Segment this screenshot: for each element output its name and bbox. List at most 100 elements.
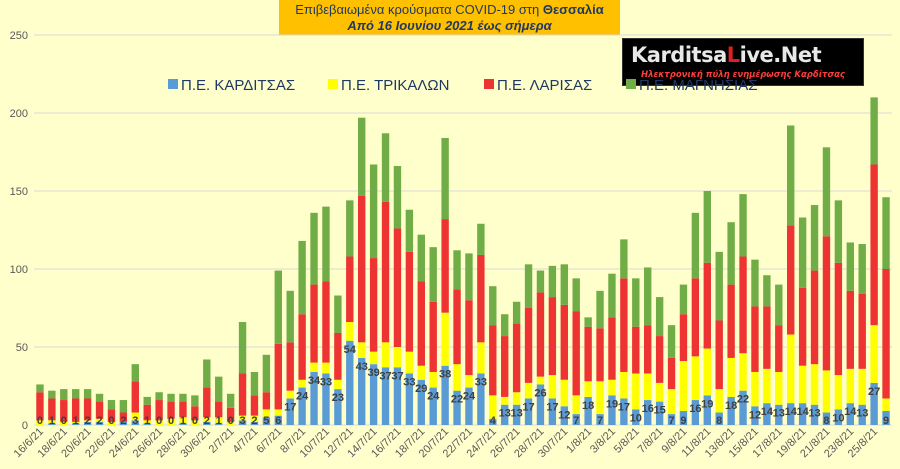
bar-segment <box>179 401 187 418</box>
bar-segment <box>48 390 56 399</box>
bar-segment <box>477 223 485 255</box>
logo-wordmark: KarditsaLive.Net <box>631 43 822 67</box>
bar-segment <box>465 253 473 301</box>
bar-segment <box>143 396 151 405</box>
bar-segment <box>226 421 235 425</box>
bar-segment <box>346 200 354 257</box>
bar-segment <box>632 326 640 374</box>
bar-segment <box>405 351 414 374</box>
bar-segment <box>95 421 104 425</box>
bar-segment <box>369 364 378 425</box>
bar-segment <box>512 392 521 405</box>
bar-segment <box>608 379 616 396</box>
bar-segment <box>524 382 533 399</box>
bar-segment <box>608 317 616 380</box>
bar-segment <box>822 412 831 425</box>
bar-segment <box>274 270 282 344</box>
data-label: 13 <box>808 408 820 420</box>
bar-segment <box>810 364 819 405</box>
data-label: 54 <box>344 344 357 356</box>
bar-segment <box>572 278 580 312</box>
bar-segment <box>751 406 759 425</box>
bar-segment <box>715 251 723 321</box>
bar-segment <box>298 379 306 388</box>
bar-segment <box>310 284 318 363</box>
data-label: 19 <box>606 398 618 410</box>
bar-segment <box>715 320 723 390</box>
bar-segment <box>584 317 592 327</box>
bar-segment <box>238 373 247 416</box>
bar-segment <box>441 365 449 425</box>
bar-segment <box>834 200 843 263</box>
bar-segment <box>644 267 652 326</box>
bar-segment <box>322 281 330 363</box>
logo-wordmark-accent: L <box>726 43 740 67</box>
data-label: 0 <box>61 415 67 427</box>
bar-segment <box>298 314 306 380</box>
data-label: 17 <box>284 401 296 413</box>
bar-segment <box>155 400 163 421</box>
data-label: 0 <box>108 415 114 427</box>
chart-subtitle: Από 16 Ιουνίου 2021 έως σήμερα <box>347 18 552 33</box>
bar-segment <box>143 420 151 424</box>
legend: Π.Ε. ΚΑΡΔΙΤΣΑΣ Π.Ε. ΤΡΙΚΑΛΩΝ Π.Ε. ΛΑΡΙΣΑΣ Π… <box>168 77 757 94</box>
bar-segment <box>429 371 437 388</box>
bars-layer <box>36 97 890 425</box>
bar-segment <box>250 371 259 396</box>
data-label: 16 <box>689 403 701 415</box>
bar-segment <box>465 387 473 425</box>
data-label: 7 <box>597 415 603 427</box>
bar-segment <box>250 395 259 416</box>
bar-segment <box>381 367 390 425</box>
data-label: 14 <box>797 406 810 418</box>
data-label: 29 <box>415 383 427 395</box>
bar-segment <box>477 373 485 425</box>
bar-segment <box>334 389 342 425</box>
data-label: 1 <box>216 415 222 427</box>
data-label: 24 <box>427 391 440 403</box>
data-label: 39 <box>368 367 380 379</box>
bar-segment <box>250 415 259 422</box>
data-label: 16 <box>642 403 654 415</box>
bar-segment <box>36 420 44 425</box>
data-label: 43 <box>356 361 368 373</box>
bar-segment <box>536 384 545 425</box>
bar-segment <box>489 395 497 419</box>
bar-segment <box>810 205 819 271</box>
bar-segment <box>536 270 545 293</box>
bar-segment <box>322 362 330 374</box>
bar-segment <box>763 306 771 369</box>
bar-segment <box>632 278 640 327</box>
bar-segment <box>524 308 533 383</box>
bar-segment <box>667 389 676 415</box>
data-label: 2 <box>251 415 257 427</box>
bar-segment <box>620 239 628 279</box>
bar-segment <box>846 403 854 425</box>
bar-segment <box>358 117 366 196</box>
bar-segment <box>477 342 485 374</box>
bar-segment <box>286 398 294 425</box>
bar-segment <box>822 236 831 371</box>
bar-segment <box>72 398 80 422</box>
data-label: 13 <box>773 408 785 420</box>
bar-segment <box>858 293 866 369</box>
bar-segment <box>715 389 723 413</box>
data-label: 18 <box>582 400 594 412</box>
bar-segment <box>417 365 425 380</box>
bar-segment <box>870 97 878 165</box>
bar-segment <box>727 222 735 285</box>
data-label: 5 <box>263 415 269 427</box>
bar-segment <box>453 390 461 425</box>
bar-segment <box>632 373 640 410</box>
bar-segment <box>262 409 271 418</box>
bar-segment <box>310 362 318 372</box>
bar-segment <box>83 420 92 422</box>
bar-segment <box>358 342 366 358</box>
bar-segment <box>489 418 497 425</box>
data-label: 3 <box>239 415 245 427</box>
bar-segment <box>548 375 557 399</box>
y-axis-tick-labels: 0 50 100 150 200 250 <box>10 30 28 432</box>
bar-segment <box>298 387 306 425</box>
bar-segment <box>72 389 80 399</box>
bar-segment <box>334 332 342 380</box>
